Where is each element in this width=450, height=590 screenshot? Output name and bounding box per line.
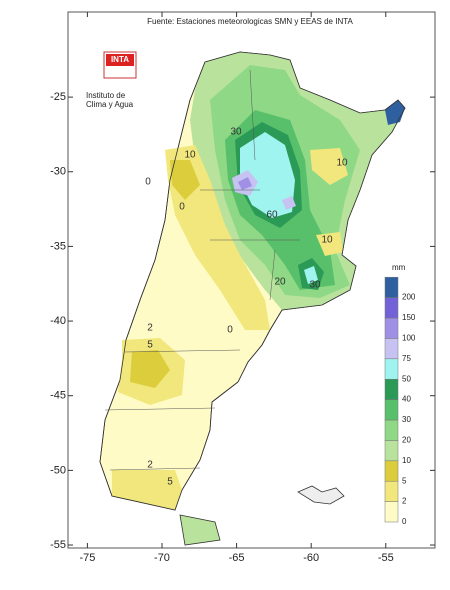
y-tick-label: -35 — [50, 240, 66, 252]
legend-swatch — [384, 358, 399, 380]
x-tick-label: -70 — [154, 552, 170, 564]
contour-label: 5 — [167, 477, 173, 488]
legend-label: 200 — [402, 293, 416, 302]
x-tick-label: -65 — [229, 552, 245, 564]
legend-swatch — [384, 460, 399, 482]
legend-swatch — [384, 399, 399, 421]
legend-swatch — [384, 297, 399, 319]
x-tick-label: -60 — [303, 552, 319, 564]
contour-label: 10 — [184, 150, 196, 161]
contour-label: 0 — [145, 177, 151, 188]
contour-label: 10 — [321, 235, 333, 246]
legend-swatch — [384, 338, 399, 360]
legend-swatch — [384, 378, 399, 400]
logo-box — [106, 54, 134, 66]
map-title: Fuente: Estaciones meteorologicas SMN y … — [147, 17, 353, 26]
contour-label: 2 — [147, 323, 153, 334]
contour-label: 10 — [336, 158, 348, 169]
legend-label: 30 — [402, 415, 411, 424]
y-tick-label: -30 — [50, 166, 66, 178]
precipitation-map — [99, 51, 406, 546]
legend-label: 5 — [402, 476, 407, 485]
x-tick-label: -75 — [79, 552, 95, 564]
contour-label: 30 — [309, 280, 321, 291]
contour-label: 20 — [274, 277, 286, 288]
contour-label: 30 — [230, 127, 242, 138]
y-tick-label: -50 — [50, 464, 66, 476]
logo-line: Instituto de — [86, 91, 126, 100]
legend-swatch — [384, 501, 399, 523]
legend-swatch — [384, 440, 399, 462]
legend-swatch — [384, 276, 399, 298]
legend-label: 50 — [402, 374, 411, 383]
contour-label: 5 — [147, 340, 153, 351]
y-tick-label: -25 — [50, 91, 66, 103]
legend-swatch — [384, 419, 399, 441]
y-tick-label: -40 — [50, 315, 66, 327]
legend-title: mm — [392, 263, 406, 272]
y-tick-label: -45 — [50, 390, 66, 402]
contour-label: 0 — [227, 325, 233, 336]
x-tick-label: -55 — [378, 552, 394, 564]
logo-line: Clima y Agua — [86, 100, 134, 109]
contour-label: 0 — [179, 202, 185, 213]
legend-label: 2 — [402, 497, 407, 506]
legend-label: 100 — [402, 334, 416, 343]
legend-label: 0 — [402, 517, 407, 526]
y-tick-label: -55 — [50, 539, 66, 551]
legend-label: 20 — [402, 436, 411, 445]
legend-label: 40 — [402, 395, 411, 404]
logo-text: INTA — [111, 55, 129, 64]
contour-label: 60 — [266, 210, 278, 221]
contour-label: 2 — [147, 460, 153, 471]
legend-swatch — [384, 317, 399, 339]
legend-swatch — [384, 480, 399, 502]
legend-label: 10 — [402, 456, 411, 465]
legend-label: 150 — [402, 313, 416, 322]
legend-label: 75 — [402, 354, 411, 363]
